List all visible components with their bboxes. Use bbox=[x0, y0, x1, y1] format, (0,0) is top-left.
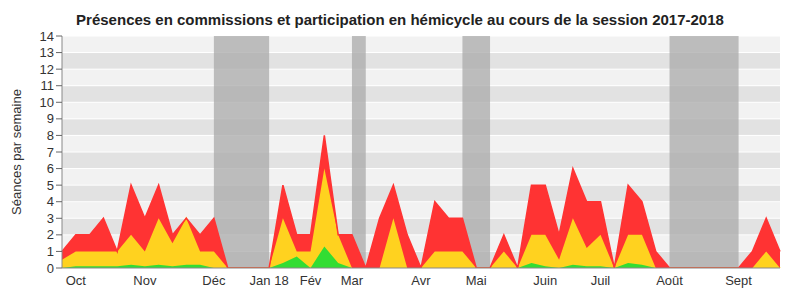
svg-text:5: 5 bbox=[47, 178, 54, 193]
svg-text:11: 11 bbox=[41, 78, 55, 93]
svg-text:Mar: Mar bbox=[341, 273, 364, 288]
svg-text:Fév: Fév bbox=[300, 273, 322, 288]
svg-text:9: 9 bbox=[47, 111, 54, 126]
svg-text:Juil: Juil bbox=[591, 273, 611, 288]
svg-text:0: 0 bbox=[47, 261, 54, 276]
svg-text:Déc: Déc bbox=[202, 273, 226, 288]
svg-text:4: 4 bbox=[47, 194, 54, 209]
html-text:Présences en commissions et pa: Présences en commissions et participatio… bbox=[76, 11, 724, 28]
svg-text:6: 6 bbox=[47, 161, 54, 176]
svg-text:1: 1 bbox=[47, 244, 54, 259]
svg-text:12: 12 bbox=[40, 62, 54, 77]
svg-text:7: 7 bbox=[47, 145, 54, 160]
svg-text:Nov: Nov bbox=[133, 273, 157, 288]
svg-text:14: 14 bbox=[40, 32, 54, 44]
svg-text:Séances par semaine: Séances par semaine bbox=[9, 89, 24, 215]
svg-text:10: 10 bbox=[40, 95, 54, 110]
svg-text:Sept: Sept bbox=[725, 273, 752, 288]
svg-text:8: 8 bbox=[47, 128, 54, 143]
svg-text:Oct: Oct bbox=[66, 273, 87, 288]
svg-text:Mai: Mai bbox=[466, 273, 487, 288]
svg-text:Jan 18: Jan 18 bbox=[250, 273, 289, 288]
svg-text:Août: Août bbox=[656, 273, 683, 288]
svg-text:Avr: Avr bbox=[411, 273, 431, 288]
svg-text:3: 3 bbox=[47, 211, 54, 226]
svg-text:Juin: Juin bbox=[533, 273, 557, 288]
svg-text:13: 13 bbox=[40, 45, 54, 60]
svg-text:2: 2 bbox=[47, 227, 54, 242]
